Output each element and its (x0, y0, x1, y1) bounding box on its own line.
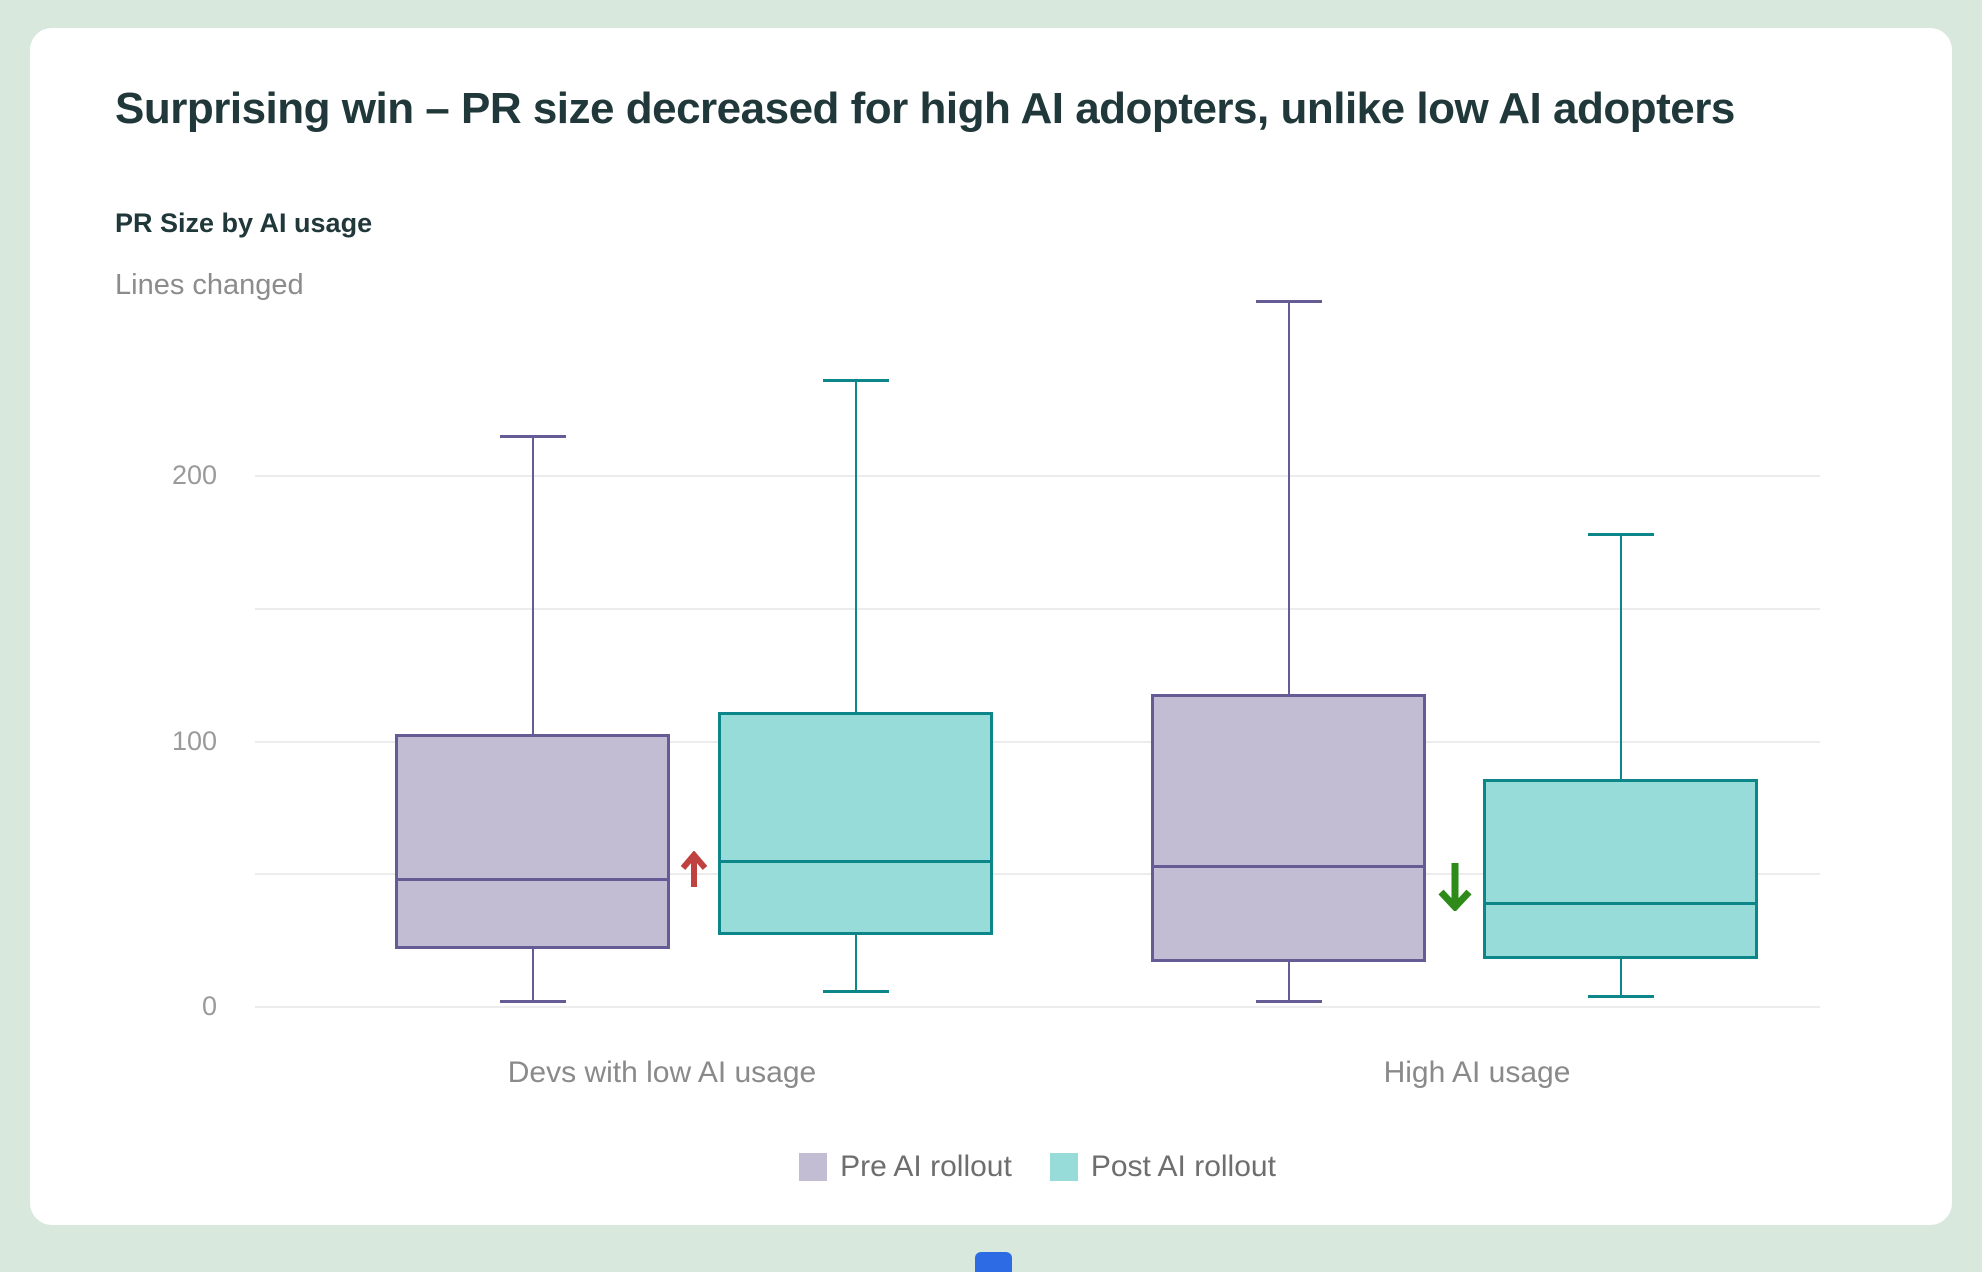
gridline (255, 1006, 1820, 1008)
upper-whisker-cap-post-ai-rollout-high-ai-usage (1587, 533, 1654, 537)
chart-card: Surprising win – PR size decreased for h… (30, 28, 1952, 1225)
median-change-arrow-up-icon (680, 850, 708, 894)
legend: Pre AI rollout Post AI rollout (255, 1150, 1820, 1184)
upper-whisker-cap-post-ai-rollout-devs-with-low-ai-usage (822, 379, 889, 383)
lower-whisker-post-ai-rollout-high-ai-usage (1619, 959, 1622, 997)
gridline (255, 740, 1820, 743)
median-line-post-ai-rollout-devs-with-low-ai-usage (721, 859, 990, 863)
lower-whisker-pre-ai-rollout-high-ai-usage (1287, 961, 1290, 1002)
category-label-devs-with-low-ai-usage: Devs with low AI usage (507, 1056, 817, 1089)
upper-whisker-post-ai-rollout-high-ai-usage (1619, 534, 1622, 779)
median-change-arrow-down-icon (1437, 861, 1473, 916)
box-post-ai-rollout-high-ai-usage (1483, 778, 1758, 960)
median-line-pre-ai-rollout-high-ai-usage (1154, 864, 1423, 868)
legend-label: Post AI rollout (1090, 1150, 1276, 1183)
y-tick-label: 200 (171, 460, 217, 491)
category-label-high-ai-usage: High AI usage (1383, 1056, 1571, 1089)
boxplot-canvas: 0 100 200 Devs with low AI usage High AI usa… (172, 264, 1820, 1089)
upper-whisker-pre-ai-rollout-devs-with-low-ai-usage (531, 436, 534, 734)
legend-label: Pre AI rollout (840, 1150, 1012, 1183)
box-post-ai-rollout-devs-with-low-ai-usage (718, 712, 993, 936)
gridline (255, 475, 1820, 478)
chart-title: PR Size by AI usage (115, 208, 373, 238)
box-pre-ai-rollout-devs-with-low-ai-usage (395, 733, 670, 949)
box-pre-ai-rollout-high-ai-usage (1151, 693, 1426, 962)
legend-item-post-ai-rollout: Post AI rollout (1049, 1150, 1276, 1184)
lower-whisker-cap-pre-ai-rollout-devs-with-low-ai-usage (499, 1000, 566, 1004)
upper-whisker-pre-ai-rollout-high-ai-usage (1287, 301, 1290, 694)
gridline (255, 607, 1820, 610)
upper-whisker-cap-pre-ai-rollout-high-ai-usage (1255, 299, 1322, 303)
headline: Surprising win – PR size decreased for h… (115, 84, 1735, 133)
y-tick-label: 0 (201, 991, 217, 1021)
lower-whisker-post-ai-rollout-devs-with-low-ai-usage (854, 935, 857, 992)
pre-ai-rollout-swatch-icon (799, 1153, 828, 1181)
upper-whisker-cap-pre-ai-rollout-devs-with-low-ai-usage (499, 434, 566, 438)
bottom-blue-strip (975, 1252, 1012, 1272)
lower-whisker-cap-post-ai-rollout-high-ai-usage (1587, 994, 1654, 998)
legend-item-pre-ai-rollout: Pre AI rollout (799, 1150, 1012, 1184)
y-tick-label: 100 (171, 725, 217, 756)
median-line-pre-ai-rollout-devs-with-low-ai-usage (398, 878, 667, 882)
y-axis-label: Lines changed (115, 269, 304, 301)
lower-whisker-cap-pre-ai-rollout-high-ai-usage (1255, 1000, 1322, 1004)
lower-whisker-cap-post-ai-rollout-devs-with-low-ai-usage (822, 989, 889, 993)
post-ai-rollout-swatch-icon (1049, 1153, 1078, 1181)
median-line-post-ai-rollout-high-ai-usage (1486, 902, 1755, 905)
lower-whisker-pre-ai-rollout-devs-with-low-ai-usage (531, 948, 534, 1002)
gridline (255, 873, 1820, 876)
upper-whisker-post-ai-rollout-devs-with-low-ai-usage (854, 380, 857, 713)
